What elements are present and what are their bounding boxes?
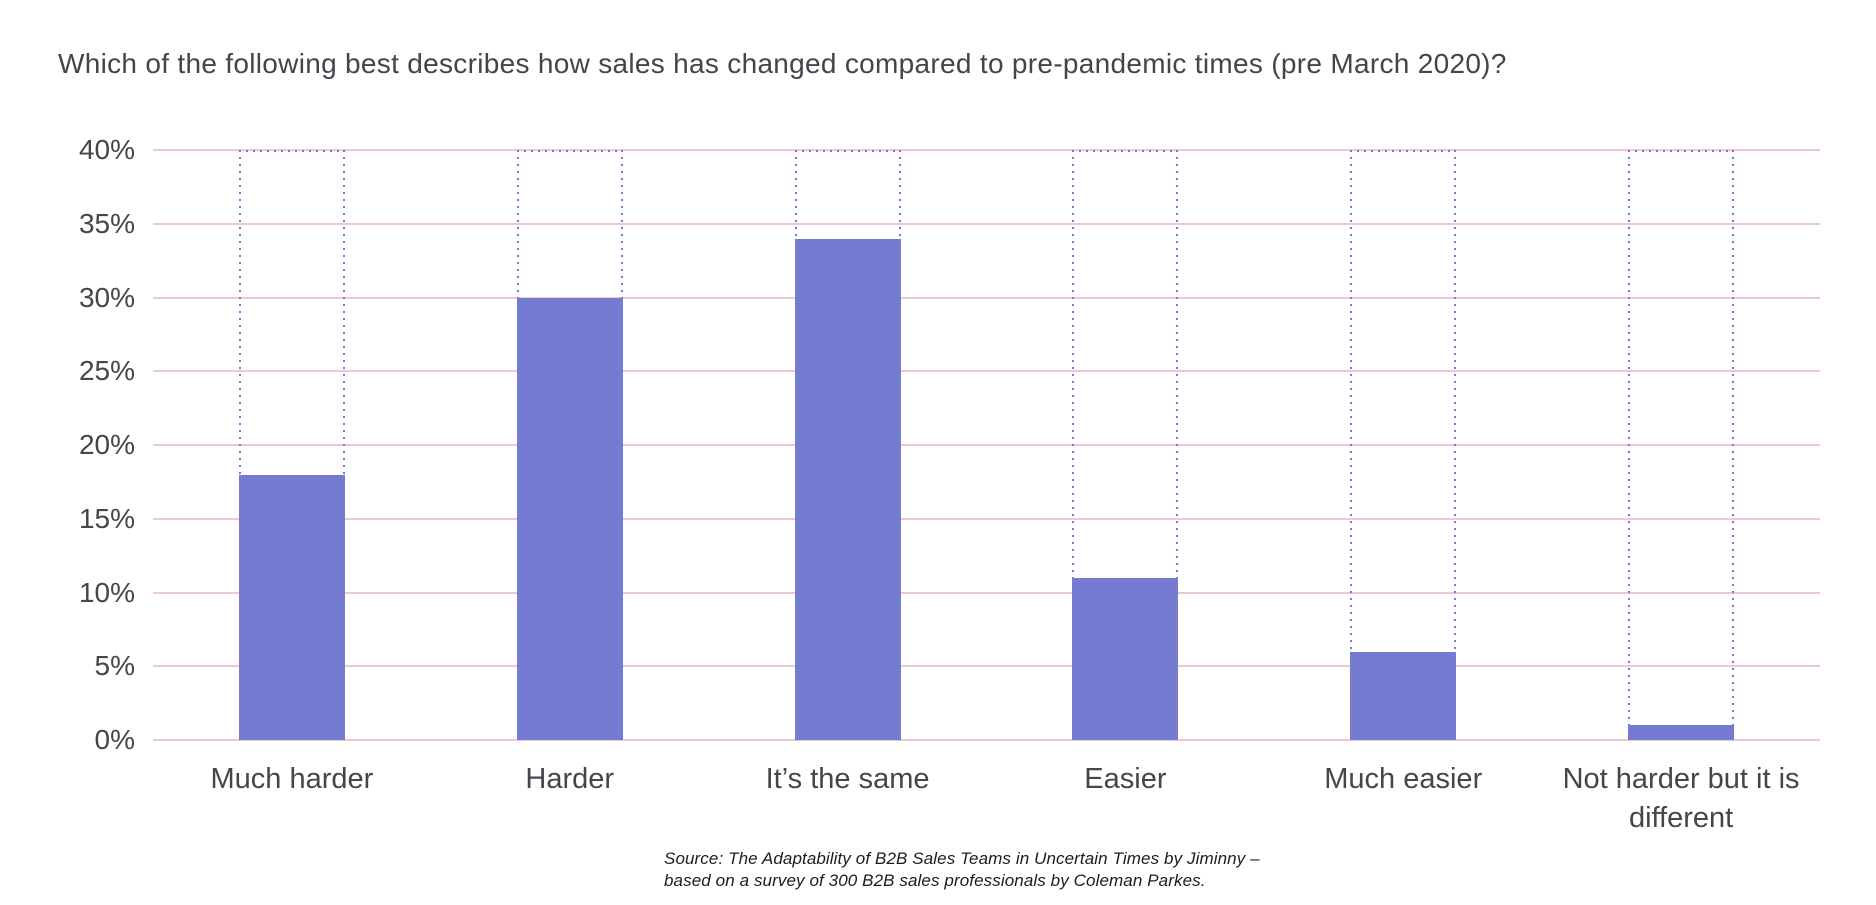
dot-left-dotted-line <box>516 150 519 298</box>
dotted-outline <box>238 150 345 475</box>
bar-column <box>1628 150 1735 740</box>
bar-column <box>1072 150 1179 740</box>
bar-not-harder-but-it-is-different <box>1628 725 1735 740</box>
gridline-25 <box>153 370 1820 373</box>
gridline-15 <box>153 517 1820 520</box>
dot-left-dotted-line <box>238 150 241 475</box>
source-note: Source: The Adaptability of B2B Sales Te… <box>664 848 1260 893</box>
x-axis-category-label: Not harder but it is different <box>1562 763 1800 835</box>
x-axis-category-label: Much easier <box>1324 763 1483 795</box>
dot-top-dotted-line <box>516 150 623 152</box>
bar-it-s-the-same <box>794 238 901 740</box>
bar-harder <box>516 297 623 740</box>
dotted-outline <box>1072 150 1179 578</box>
bar-column <box>238 150 345 740</box>
bar-easier <box>1072 577 1179 740</box>
gridline-5 <box>153 665 1820 668</box>
gridline-35 <box>153 222 1820 225</box>
y-axis: 0% 5% 10% 15% 20% 25% 30% 35% 40% <box>0 134 135 755</box>
x-axis-category-label: Easier <box>1084 763 1167 795</box>
y-axis-tick-label: 10% <box>78 576 135 608</box>
dotted-outline <box>516 150 623 298</box>
dot-right-dotted-line <box>620 150 623 298</box>
gridline-20 <box>153 444 1820 446</box>
dot-right-dotted-line <box>1732 150 1735 726</box>
gridline-0 <box>153 739 1820 741</box>
gridline-10 <box>153 591 1820 594</box>
y-axis-tick-label: 30% <box>78 281 135 313</box>
dot-top-dotted-line <box>1628 150 1735 152</box>
source-line-1: Source: The Adaptability of B2B Sales Te… <box>664 849 1260 868</box>
dot-right-dotted-line <box>1454 150 1457 652</box>
bar-column <box>794 150 901 740</box>
dot-top-dotted-line <box>794 150 901 152</box>
chart-title: Which of the following best describes ho… <box>58 48 1507 79</box>
y-axis-tick-label: 15% <box>78 502 135 534</box>
x-axis-category-label: It’s the same <box>765 763 930 795</box>
y-axis-tick-label: 40% <box>78 134 135 165</box>
dot-left-dotted-line <box>1072 150 1075 578</box>
plot-area <box>153 149 1820 741</box>
dot-left-dotted-line <box>794 150 797 239</box>
dot-right-dotted-line <box>1176 150 1179 578</box>
dotted-outline <box>794 150 901 239</box>
x-axis-category-label: Much harder <box>210 763 374 795</box>
gridline-30 <box>153 296 1820 299</box>
y-axis-tick-label: 0% <box>94 724 135 755</box>
dot-right-dotted-line <box>898 150 901 239</box>
gridline-40 <box>153 149 1820 151</box>
dotted-outline <box>1628 150 1735 726</box>
dot-right-dotted-line <box>342 150 345 475</box>
bar-column <box>516 150 623 740</box>
source-line-2: based on a survey of 300 B2B sales profe… <box>664 871 1206 891</box>
dot-top-dotted-line <box>1072 150 1179 152</box>
dot-top-dotted-line <box>1350 150 1457 152</box>
x-axis-category-label: Harder <box>525 763 615 795</box>
bar-column <box>1350 150 1457 740</box>
x-axis: Much harder Harder It’s the same Easier Much… <box>153 760 1820 860</box>
dotted-outline <box>1350 150 1457 652</box>
y-axis-tick-label: 25% <box>78 355 135 387</box>
y-axis-tick-label: 35% <box>78 207 135 239</box>
dot-left-dotted-line <box>1350 150 1353 652</box>
y-axis-tick-label: 5% <box>94 650 135 682</box>
bar-much-harder <box>238 474 345 740</box>
dot-left-dotted-line <box>1628 150 1631 726</box>
dot-top-dotted-line <box>238 150 345 152</box>
bar-much-easier <box>1350 651 1457 740</box>
y-axis-tick-label: 20% <box>78 429 135 460</box>
